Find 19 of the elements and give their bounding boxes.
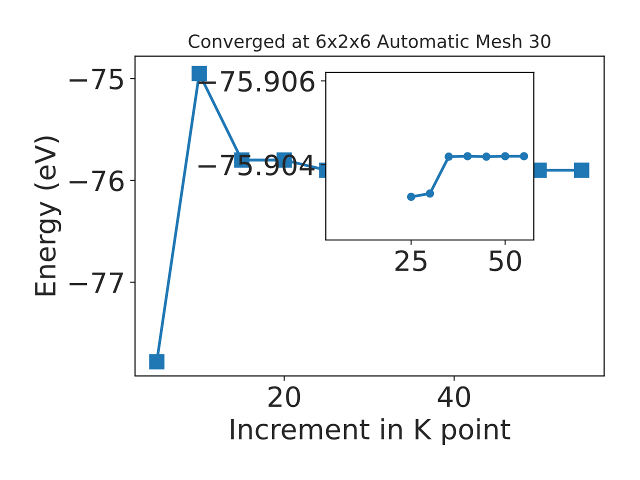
point: [444, 152, 453, 161]
point: [406, 192, 416, 202]
x-tick-label: 25: [396, 250, 426, 272]
point: [574, 162, 590, 178]
chart-title: Converged at 6x2x6 Automatic Mesh 30: [188, 34, 550, 52]
point: [520, 152, 528, 160]
x-tick-label: 40: [438, 386, 470, 408]
point: [482, 152, 491, 161]
x-tick-label: 20: [268, 386, 300, 408]
y-tick-label: −77: [70, 272, 123, 293]
y-axis-title: Energy (eV): [34, 136, 62, 296]
y-tick-label: −75: [70, 68, 123, 90]
x-tick-label: 50: [490, 250, 522, 272]
point: [149, 354, 164, 370]
y-tick-label: −76: [70, 170, 124, 192]
x-axis-title: Increment in K point: [231, 418, 510, 446]
point: [501, 152, 510, 160]
point: [463, 152, 472, 160]
point: [426, 189, 434, 198]
